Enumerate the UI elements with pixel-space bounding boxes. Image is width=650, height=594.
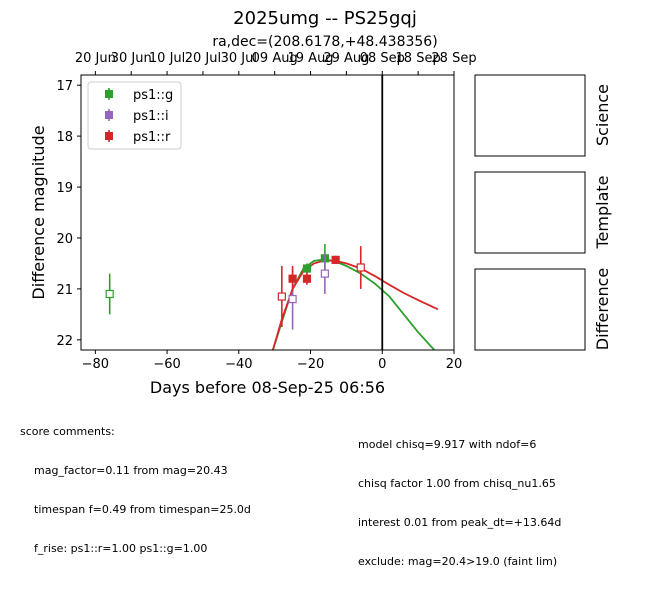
top-date-tick-label: 10 Jul (149, 51, 185, 66)
top-date-tick-label: 20 Jun (75, 51, 116, 66)
stamp-panel-template (474, 171, 586, 254)
model-comment-line: interest 0.01 from peak_dt=+13.64d (358, 516, 562, 529)
y-tick-label: 21 (56, 283, 73, 298)
legend-label: ps1::g (133, 88, 173, 103)
chart-title: 2025umg -- PS25gqj (233, 8, 417, 29)
data-point-r (288, 274, 297, 283)
legend-marker (105, 90, 113, 98)
score-comments-heading: score comments: (20, 425, 115, 438)
stamp-panel-label: Template (593, 175, 612, 249)
plot-frame (80, 74, 455, 351)
model-curve-g (272, 258, 435, 350)
data-point-g (105, 289, 114, 299)
chart-subtitle: ra,dec=(208.6178,+48.438356) (212, 34, 438, 50)
model-comments: model chisq=9.917 with ndof=6 chisq fact… (358, 412, 561, 594)
data-point-r (277, 292, 286, 301)
stamp-panel-label: Difference (593, 268, 612, 350)
model-comment-line: exclude: mag=20.4>19.0 (faint lim) (358, 555, 558, 568)
chart-figure: 2025umg -- PS25gqj ra,dec=(208.6178,+48.… (20, 8, 612, 568)
x-tick-label: −40 (225, 357, 252, 372)
x-tick-label: −80 (82, 357, 109, 372)
model-comment-line: chisq factor 1.00 from chisq_nu1.65 (358, 477, 556, 490)
top-date-tick-label: 20 Jul (185, 51, 221, 66)
data-point-i (320, 269, 329, 278)
model-comment-line: model chisq=9.917 with ndof=6 (358, 438, 537, 451)
x-tick-label: −20 (297, 357, 324, 372)
top-date-tick-label: 29 Aug (323, 51, 369, 66)
top-date-tick-label: 18 Sep (396, 51, 441, 66)
y-tick-label: 19 (56, 181, 73, 196)
y-tick-label: 18 (56, 130, 73, 145)
data-point-r (331, 255, 340, 264)
legend-marker (105, 111, 113, 119)
y-axis-label: Difference magnitude (29, 125, 48, 299)
data-point-r (356, 263, 365, 272)
data-point-g (302, 264, 312, 273)
model-curve-r (272, 259, 439, 350)
y-tick-label: 20 (56, 232, 73, 247)
top-date-tick-label: 19 Aug (288, 51, 334, 66)
x-tick-label: 20 (446, 357, 463, 372)
legend-label: ps1::r (133, 130, 171, 145)
top-date-tick-label: 30 Jun (111, 51, 152, 66)
score-comment-line: mag_factor=0.11 from mag=20.43 (34, 464, 228, 477)
stamp-panel-label: Science (593, 84, 612, 146)
legend-marker (105, 132, 113, 140)
score-comment-line: f_rise: ps1::r=1.00 ps1::g=1.00 (34, 542, 208, 555)
x-tick-label: 0 (378, 357, 386, 372)
x-tick-label: −60 (153, 357, 180, 372)
top-date-tick-label: 08 Sep (360, 51, 405, 66)
score-comment-line: timespan f=0.49 from timespan=25.0d (34, 503, 251, 516)
top-date-tick-label: 28 Sep (431, 51, 476, 66)
top-date-tick-label: 30 Jul (221, 51, 257, 66)
y-tick-label: 22 (56, 334, 73, 349)
stamp-panel-science (474, 74, 586, 157)
stamp-panel-difference (474, 268, 586, 351)
x-axis-label: Days before 08-Sep-25 06:56 (150, 378, 385, 397)
data-point-r (302, 274, 312, 283)
data-point-i (288, 294, 297, 304)
legend-label: ps1::i (133, 109, 169, 124)
top-date-tick-label: 09 Aug (252, 51, 298, 66)
y-tick-label: 17 (56, 79, 73, 94)
score-comments: score comments: mag_factor=0.11 from mag… (20, 399, 251, 581)
